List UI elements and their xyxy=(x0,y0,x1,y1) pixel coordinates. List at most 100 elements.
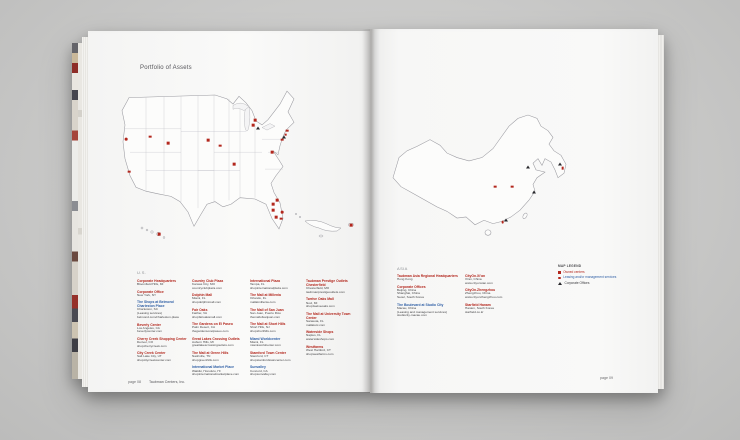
asset-entry: The Mall at Short Hills Short Hills, NJ … xyxy=(250,322,302,334)
asset-entry: Cherry Creek Shopping Center Denver, CO … xyxy=(137,337,189,349)
page-edges-white-strip xyxy=(82,37,89,387)
asset-name: Taubman Prestige Outlets Chesterfield xyxy=(306,279,348,288)
asset-details: Waikiki, Honolulu, HI shopinternationalm… xyxy=(192,368,240,377)
map-marker xyxy=(232,162,236,166)
page-number-right: page 09 xyxy=(600,376,613,380)
asset-details: West Hartford, CT shopwestfarms.com xyxy=(306,347,334,356)
asset-details: Salt Lake City, UT shopcitycreekcenter.c… xyxy=(137,354,172,363)
map-marker xyxy=(157,232,161,236)
asset-entry: The Boulevard at Studio City Macau, Chin… xyxy=(397,303,459,318)
asset-entry: CityOn.Zhengzhou Zhengzhou, China www.ci… xyxy=(465,288,527,300)
asset-entry: The Mall at Green Hills Nashville, TN sh… xyxy=(192,351,244,363)
asset-column: Taubman Prestige Outlets Chesterfield Ch… xyxy=(306,279,358,359)
map-marker xyxy=(166,141,170,145)
asset-details: San Juan, Puerto Rico themallofsanjuan.c… xyxy=(250,310,281,319)
page-left: Portfolio of Assets xyxy=(88,31,370,392)
map-marker xyxy=(206,139,210,142)
asset-name: International Market Place xyxy=(192,365,235,370)
map-marker xyxy=(349,223,353,227)
map-marker xyxy=(525,165,530,168)
asset-name: The Boulevard at Studio City xyxy=(397,302,444,307)
asset-name: Corporate Headquarters xyxy=(137,279,177,283)
asset-entry: Westfarms West Hartford, CT shopwestfarm… xyxy=(306,345,358,357)
asset-name: The Mall at Short Hills xyxy=(250,322,286,327)
map-marker xyxy=(493,185,497,188)
asset-entry: Miami Worldcenter Miami, FL miamiworldce… xyxy=(250,337,302,349)
asset-details: Auburn Hills, MI greatlakescrossingoutle… xyxy=(192,339,234,348)
map-marker xyxy=(253,119,257,122)
legend-label: Owned centers xyxy=(563,269,585,274)
map-marker xyxy=(218,144,222,147)
legend-item: Corporate Offices xyxy=(558,280,636,286)
asset-entry: Twelve Oaks Mall Novi, MI shoptwelveoaks… xyxy=(306,297,358,309)
asset-details: Nashville, TN shopgreenhills.com xyxy=(192,354,219,362)
map-marker xyxy=(148,135,152,138)
map-marker xyxy=(561,166,564,170)
asset-entry: International Plaza Tampa, FL shopintern… xyxy=(250,279,302,291)
legend-item: Leasing and/or management services xyxy=(558,275,636,280)
asset-entry: Great Lakes Crossing Outlets Auburn Hill… xyxy=(192,337,244,349)
asset-name: Stamford Town Center xyxy=(250,351,287,356)
asset-name: The Mall at Green Hills xyxy=(192,351,229,356)
asset-name: The Shops at Belmond Charleston Place xyxy=(137,300,174,309)
map-marker xyxy=(274,215,278,219)
asset-name: Starfield Hanam xyxy=(465,302,491,307)
asset-column: Corporate Headquarters Bloomfield Hills,… xyxy=(137,279,189,366)
asset-entry: Stamford Town Center Stamford, CT shopst… xyxy=(250,351,302,363)
asset-details: Chesterfield, MO taubmanprestigeoutlets.… xyxy=(306,286,345,294)
map-marker xyxy=(557,162,562,166)
asset-name: The Mall of San Juan xyxy=(250,307,284,312)
asset-entry: City Creek Center Salt Lake City, UT sho… xyxy=(137,351,189,363)
asset-details: Short Hills, NJ shopshorthills.com xyxy=(250,325,276,334)
asset-name: Great Lakes Crossing Outlets xyxy=(192,336,240,341)
asset-name: Corporate Offices xyxy=(397,284,426,289)
asset-name: Dolphin Mall xyxy=(192,293,213,298)
map-marker xyxy=(531,190,536,194)
map-marker xyxy=(124,137,128,141)
asset-details: Xi'an, China www.cityonxian.com xyxy=(465,277,493,285)
asset-details: Miami, FL shopdolphinmall.com xyxy=(192,296,222,305)
us-map-outline xyxy=(115,87,360,249)
asset-details: Miami, FL miamiworldcenter.com xyxy=(250,339,281,348)
map-marker xyxy=(271,202,275,206)
asset-entry: The Mall at Millenia Orlando, FL mallatm… xyxy=(250,293,302,305)
map-marker xyxy=(280,210,284,214)
asset-details: Zhengzhou, China www.cityonzhengzhou.com xyxy=(465,291,503,300)
map-marker xyxy=(270,150,274,154)
asset-entry: Corporate Office New York, NY xyxy=(137,290,189,298)
asset-details: New York, NY xyxy=(137,292,157,297)
asset-details: Naples, FL watersideshops.com xyxy=(306,333,335,342)
asset-entry: The Mall at University Town Center Saras… xyxy=(306,312,358,328)
asset-entry: Fair Oaks Fairfax, VA shopfairoaksmall.c… xyxy=(192,308,244,320)
asset-details: Charleston, SC (Leasing services) belmon… xyxy=(137,307,180,319)
page-right: ASIA Taubman Asia Regional Headquarters … xyxy=(370,29,658,393)
asset-entry: The Mall of San Juan San Juan, Puerto Ri… xyxy=(250,308,302,320)
map-marker xyxy=(286,129,289,133)
footer-right: page 09 xyxy=(600,376,613,380)
asset-name: Corporate Office xyxy=(137,289,164,294)
asset-name: The Gardens on El Paseo xyxy=(192,322,233,327)
legend-label: Corporate Offices xyxy=(564,280,590,285)
asset-details: Macau, China (Leasing and management ser… xyxy=(397,305,448,318)
asset-name: Cherry Creek Shopping Center xyxy=(137,336,187,341)
us-map xyxy=(115,87,360,249)
map-legend-title: MAP LEGEND xyxy=(558,264,582,268)
asset-column: Country Club Plaza Kansas City, MO count… xyxy=(192,279,244,380)
asset-details: Novi, MI shoptwelveoaks.com xyxy=(306,300,335,309)
asset-name: Fair Oaks xyxy=(192,307,208,312)
asset-name: Taubman Asia Regional Headquarters xyxy=(397,274,458,278)
page-number-left: page 08 xyxy=(128,380,141,384)
asset-details: Orlando, FL mallatmillenia.com xyxy=(250,296,276,305)
legend-symbol-icon xyxy=(558,282,562,286)
asset-column: CityOn.Xi'an Xi'an, China www.cityonxian… xyxy=(465,274,527,317)
company-name: Taubman Centers, Inc. xyxy=(149,380,186,384)
map-marker xyxy=(251,123,255,127)
magazine-spread: Portfolio of Assets xyxy=(68,27,666,395)
asset-entry: Corporate Offices Beijing, China Shangha… xyxy=(397,285,459,300)
asset-column: International Plaza Tampa, FL shopintern… xyxy=(250,279,302,380)
map-marker xyxy=(281,135,286,139)
asset-details: Fairfax, VA shopfairoaksmall.com xyxy=(192,310,222,319)
map-legend-items: Owned centers Leasing and/or management … xyxy=(558,269,636,286)
legend-symbol-icon xyxy=(558,276,561,280)
asset-entry: The Gardens on El Paseo Palm Desert, CA … xyxy=(192,322,244,334)
